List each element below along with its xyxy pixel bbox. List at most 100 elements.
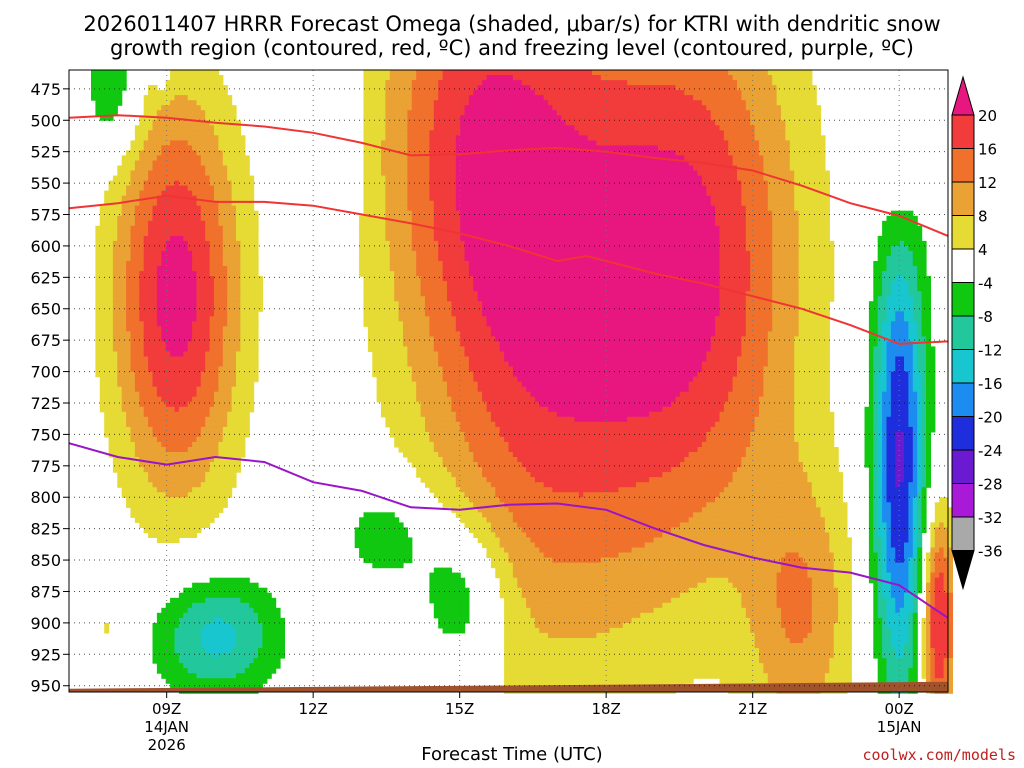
- omega-cell: [121, 467, 127, 473]
- omega-cell: [178, 120, 184, 126]
- omega-cell: [433, 90, 439, 96]
- omega-cell: [398, 215, 404, 222]
- omega-cell: [411, 115, 417, 121]
- omega-cell: [196, 256, 202, 262]
- omega-cell: [205, 271, 211, 277]
- omega-cell: [218, 301, 224, 307]
- omega-cell: [187, 416, 193, 423]
- omega-cell: [152, 100, 158, 106]
- omega-cell: [112, 411, 118, 418]
- omega-cell: [196, 296, 202, 302]
- omega-cell: [161, 306, 167, 312]
- omega-cell: [262, 612, 268, 619]
- omega-cell: [183, 622, 189, 629]
- omega-cell: [143, 245, 149, 252]
- omega-cell: [227, 271, 233, 277]
- omega-cell: [134, 190, 140, 197]
- omega-cell: [165, 185, 171, 192]
- omega-cell: [104, 356, 110, 363]
- omega-cell: [196, 321, 202, 327]
- omega-cell: [117, 426, 123, 433]
- omega-cell: [200, 135, 206, 141]
- omega-cell: [420, 266, 426, 272]
- omega-cell: [438, 336, 444, 342]
- omega-cell: [425, 185, 430, 192]
- omega-cell: [134, 125, 140, 131]
- omega-cell: [429, 351, 435, 358]
- omega-cell: [433, 276, 439, 282]
- omega-cell: [117, 421, 123, 428]
- omega-cell: [244, 386, 250, 393]
- omega-cell: [126, 502, 132, 508]
- omega-cell: [363, 517, 369, 523]
- omega-cell: [222, 447, 228, 453]
- omega-cell: [407, 366, 413, 373]
- omega-cell: [394, 170, 400, 177]
- omega-cell: [174, 622, 180, 629]
- omega-cell: [104, 105, 110, 111]
- omega-cell: [148, 286, 154, 292]
- omega-cell: [148, 140, 154, 146]
- omega-cell: [416, 331, 422, 337]
- omega-cell: [156, 235, 162, 242]
- omega-cell: [183, 602, 189, 609]
- omega-cell: [196, 391, 202, 398]
- omega-cell: [227, 663, 233, 669]
- omega-cell: [200, 497, 206, 503]
- omega-cell: [236, 668, 241, 674]
- omega-cell: [214, 85, 219, 91]
- omega-cell: [152, 622, 158, 629]
- omega-cell: [407, 130, 413, 136]
- omega-cell: [187, 150, 193, 156]
- omega-cell: [367, 301, 373, 307]
- omega-cell: [433, 200, 439, 207]
- omega-cell: [178, 612, 184, 619]
- omega-cell: [205, 100, 211, 106]
- omega-cell: [381, 512, 386, 518]
- omega-cell: [218, 115, 224, 121]
- omega-cell: [112, 281, 118, 287]
- omega-cell: [411, 80, 417, 86]
- omega-cell: [196, 225, 202, 232]
- omega-cell: [376, 361, 382, 368]
- omega-cell: [429, 301, 435, 307]
- omega-cell: [170, 386, 176, 393]
- omega-cell: [372, 140, 378, 146]
- omega-cell: [174, 250, 180, 257]
- omega-cell: [174, 321, 180, 327]
- omega-cell: [170, 361, 176, 368]
- omega-cell: [99, 376, 105, 383]
- omega-cell: [222, 648, 228, 654]
- omega-cell: [196, 356, 202, 363]
- omega-cell: [205, 648, 211, 654]
- omega-cell: [209, 261, 215, 267]
- omega-cell: [174, 326, 180, 332]
- omega-cell: [130, 220, 136, 227]
- omega-cell: [227, 386, 233, 393]
- omega-cell: [117, 411, 123, 418]
- omega-cell: [363, 220, 369, 227]
- omega-cell: [236, 351, 241, 358]
- omega-cell: [231, 110, 237, 116]
- omega-cell: [209, 658, 215, 664]
- omega-cell: [178, 336, 184, 342]
- omega-cell: [170, 356, 176, 363]
- omega-cell: [130, 291, 136, 297]
- omega-cell: [139, 261, 145, 267]
- omega-cell: [214, 361, 219, 368]
- omega-cell: [165, 612, 171, 619]
- omega-cell: [416, 452, 422, 458]
- omega-cell: [420, 467, 426, 473]
- omega-cell: [394, 331, 400, 337]
- omega-cell: [227, 331, 233, 337]
- omega-cell: [425, 316, 430, 322]
- omega-cell: [389, 115, 395, 121]
- omega-cell: [108, 301, 114, 307]
- omega-cell: [200, 160, 206, 167]
- omega-cell: [161, 170, 167, 177]
- omega-cell: [165, 386, 171, 393]
- omega-cell: [156, 648, 162, 654]
- omega-cell: [266, 632, 272, 639]
- omega-cell: [161, 396, 167, 403]
